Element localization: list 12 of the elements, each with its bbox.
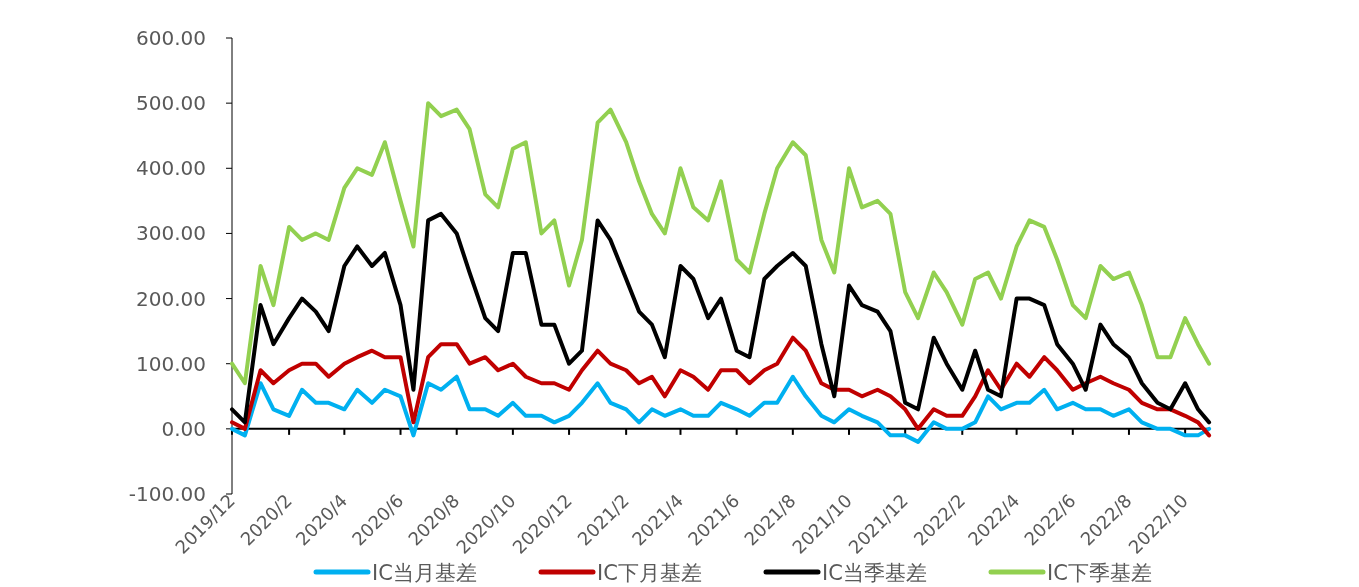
line-series bbox=[230, 101, 1212, 386]
legend-label: IC下季基差 bbox=[1047, 561, 1152, 585]
y-tick-label: 100.00 bbox=[136, 351, 206, 376]
legend-label: IC下月基差 bbox=[597, 561, 702, 585]
y-tick-label: 500.00 bbox=[136, 91, 206, 116]
legend-label: IC当月基差 bbox=[372, 561, 477, 585]
y-tick-label: 200.00 bbox=[136, 286, 206, 311]
y-tick-label: 300.00 bbox=[136, 221, 206, 246]
y-tick-label: 0.00 bbox=[161, 416, 206, 441]
y-tick-label: 400.00 bbox=[136, 156, 206, 181]
legend-label: IC当季基差 bbox=[822, 561, 927, 585]
y-tick-label: 600.00 bbox=[136, 26, 206, 50]
